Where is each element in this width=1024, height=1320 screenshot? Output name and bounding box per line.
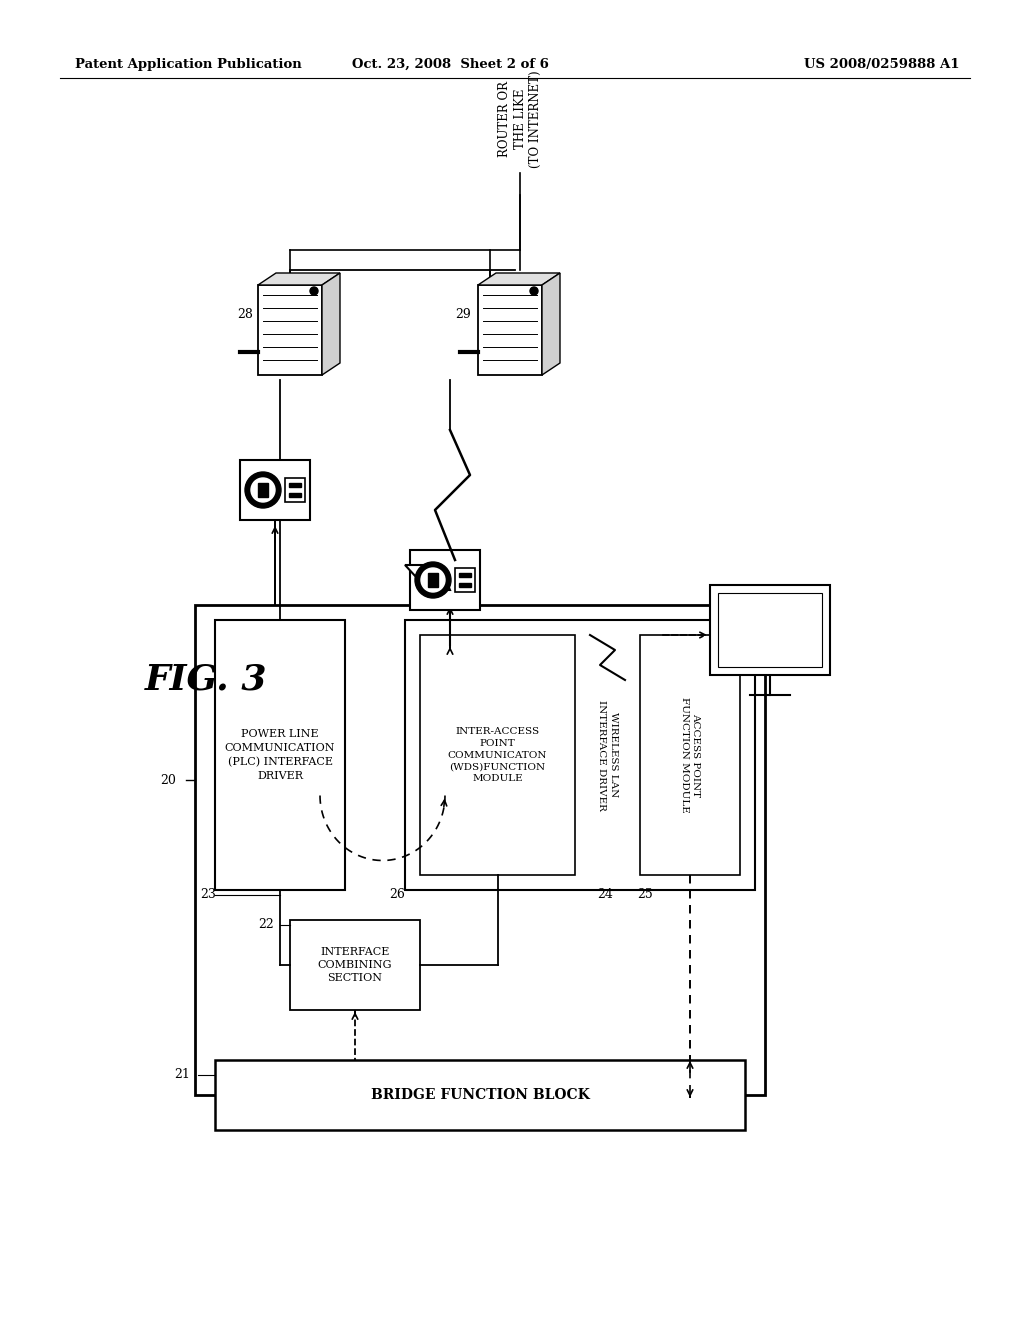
Text: 25: 25: [637, 888, 652, 902]
Text: ACCESS POINT
FUNCTION MODULE: ACCESS POINT FUNCTION MODULE: [680, 697, 700, 813]
Polygon shape: [258, 285, 322, 375]
Polygon shape: [322, 273, 340, 375]
Bar: [640, 635, 740, 875]
Text: 24: 24: [597, 888, 613, 902]
Text: Patent Application Publication: Patent Application Publication: [75, 58, 302, 71]
Text: 23: 23: [200, 888, 216, 902]
Circle shape: [251, 478, 275, 502]
Bar: [455, 568, 475, 591]
Bar: [410, 550, 480, 610]
Text: 20: 20: [160, 774, 176, 787]
Polygon shape: [478, 273, 560, 285]
Bar: [290, 920, 420, 1010]
Bar: [258, 483, 268, 498]
Bar: [428, 573, 438, 587]
Bar: [240, 459, 310, 520]
Text: Oct. 23, 2008  Sheet 2 of 6: Oct. 23, 2008 Sheet 2 of 6: [351, 58, 549, 71]
Text: 21: 21: [174, 1068, 190, 1081]
Circle shape: [530, 286, 538, 294]
Circle shape: [421, 568, 445, 591]
Text: 28: 28: [238, 309, 253, 322]
Bar: [710, 585, 830, 675]
Polygon shape: [542, 273, 560, 375]
Text: 27: 27: [750, 594, 766, 606]
Text: ROUTER OR
THE LIKE
(TO INTERNET): ROUTER OR THE LIKE (TO INTERNET): [499, 70, 542, 168]
Text: FIG. 3: FIG. 3: [145, 663, 267, 697]
Bar: [459, 583, 471, 587]
Text: WIRELESS LAN
INTERFACE DRIVER: WIRELESS LAN INTERFACE DRIVER: [597, 700, 617, 810]
Bar: [215, 620, 345, 890]
Polygon shape: [478, 285, 542, 375]
Circle shape: [415, 562, 451, 598]
Bar: [459, 573, 471, 577]
Bar: [420, 635, 575, 875]
Text: 22: 22: [258, 919, 274, 932]
Text: POWER LINE
COMMUNICATION
(PLC) INTERFACE
DRIVER: POWER LINE COMMUNICATION (PLC) INTERFACE…: [224, 729, 335, 781]
Polygon shape: [406, 565, 450, 590]
Circle shape: [245, 473, 281, 508]
Text: 26: 26: [389, 888, 406, 902]
Bar: [718, 593, 822, 667]
Bar: [215, 1060, 745, 1130]
Bar: [406, 620, 755, 890]
Text: INTER-ACCESS
POINT
COMMUNICATON
(WDS)FUNCTION
MODULE: INTER-ACCESS POINT COMMUNICATON (WDS)FUN…: [447, 727, 547, 783]
Bar: [195, 605, 765, 1096]
Circle shape: [310, 286, 318, 294]
Polygon shape: [258, 273, 340, 285]
Text: 29: 29: [456, 309, 471, 322]
Bar: [289, 492, 301, 498]
Bar: [289, 483, 301, 487]
Text: US 2008/0259888 A1: US 2008/0259888 A1: [805, 58, 961, 71]
Bar: [285, 478, 305, 502]
Text: BRIDGE FUNCTION BLOCK: BRIDGE FUNCTION BLOCK: [371, 1088, 590, 1102]
Text: INTERFACE
COMBINING
SECTION: INTERFACE COMBINING SECTION: [317, 946, 392, 983]
